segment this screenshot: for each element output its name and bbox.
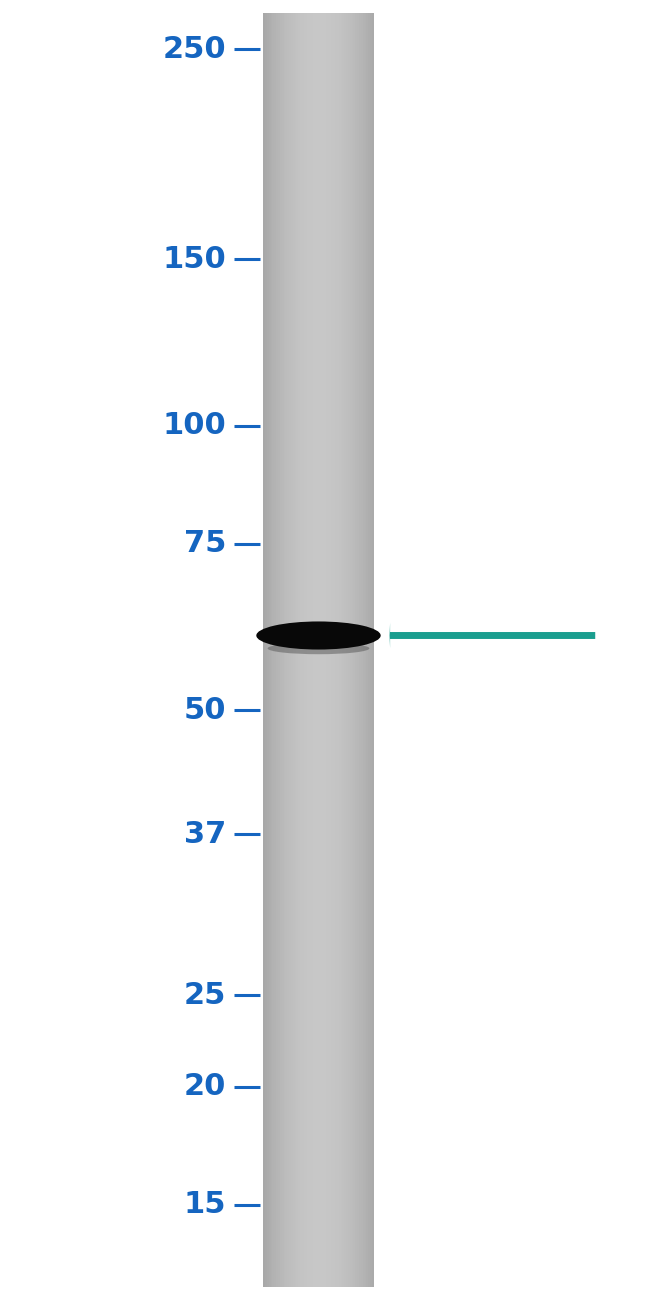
Text: 250: 250 bbox=[162, 35, 226, 64]
Bar bbox=[307, 13, 309, 1287]
Bar bbox=[332, 13, 333, 1287]
Bar bbox=[306, 13, 307, 1287]
Bar bbox=[281, 13, 283, 1287]
Bar bbox=[274, 13, 276, 1287]
Bar bbox=[341, 13, 343, 1287]
Bar bbox=[348, 13, 350, 1287]
Bar bbox=[272, 13, 274, 1287]
Bar bbox=[318, 13, 320, 1287]
Bar bbox=[368, 13, 370, 1287]
Bar bbox=[324, 13, 326, 1287]
Ellipse shape bbox=[268, 642, 369, 654]
Bar bbox=[339, 13, 341, 1287]
Bar bbox=[330, 13, 332, 1287]
Bar bbox=[365, 13, 367, 1287]
Bar bbox=[358, 13, 359, 1287]
Text: 15: 15 bbox=[184, 1191, 226, 1219]
Text: 50: 50 bbox=[184, 696, 226, 725]
Bar bbox=[292, 13, 294, 1287]
Bar bbox=[287, 13, 289, 1287]
Bar bbox=[280, 13, 281, 1287]
Bar bbox=[283, 13, 285, 1287]
Bar bbox=[300, 13, 302, 1287]
Bar bbox=[270, 13, 272, 1287]
Bar bbox=[367, 13, 368, 1287]
Text: 100: 100 bbox=[162, 411, 226, 441]
Bar bbox=[346, 13, 348, 1287]
Bar bbox=[370, 13, 372, 1287]
Text: 75: 75 bbox=[184, 529, 226, 559]
Bar bbox=[361, 13, 363, 1287]
Bar bbox=[313, 13, 315, 1287]
Bar bbox=[350, 13, 352, 1287]
Bar bbox=[352, 13, 354, 1287]
Bar bbox=[296, 13, 298, 1287]
Bar bbox=[276, 13, 278, 1287]
Text: 150: 150 bbox=[162, 244, 226, 274]
Bar bbox=[337, 13, 339, 1287]
Bar bbox=[344, 13, 346, 1287]
Bar bbox=[372, 13, 374, 1287]
Bar bbox=[354, 13, 356, 1287]
Bar bbox=[326, 13, 328, 1287]
Bar bbox=[265, 13, 267, 1287]
Bar bbox=[298, 13, 300, 1287]
Bar bbox=[363, 13, 365, 1287]
Bar bbox=[291, 13, 292, 1287]
Bar bbox=[269, 13, 270, 1287]
Bar bbox=[304, 13, 306, 1287]
Text: 25: 25 bbox=[184, 980, 226, 1010]
Bar bbox=[320, 13, 322, 1287]
Text: 20: 20 bbox=[184, 1072, 226, 1101]
Bar bbox=[285, 13, 287, 1287]
Bar bbox=[267, 13, 269, 1287]
Bar bbox=[335, 13, 337, 1287]
Bar bbox=[359, 13, 361, 1287]
Bar bbox=[315, 13, 317, 1287]
Bar bbox=[328, 13, 330, 1287]
Bar bbox=[302, 13, 304, 1287]
Bar bbox=[343, 13, 344, 1287]
Bar bbox=[322, 13, 324, 1287]
Bar bbox=[263, 13, 265, 1287]
Text: 37: 37 bbox=[184, 819, 226, 849]
Bar bbox=[278, 13, 280, 1287]
Bar bbox=[289, 13, 291, 1287]
Ellipse shape bbox=[256, 621, 381, 650]
Bar bbox=[356, 13, 358, 1287]
Bar bbox=[294, 13, 296, 1287]
Bar bbox=[333, 13, 335, 1287]
Bar bbox=[317, 13, 318, 1287]
Bar bbox=[309, 13, 311, 1287]
Bar bbox=[311, 13, 313, 1287]
